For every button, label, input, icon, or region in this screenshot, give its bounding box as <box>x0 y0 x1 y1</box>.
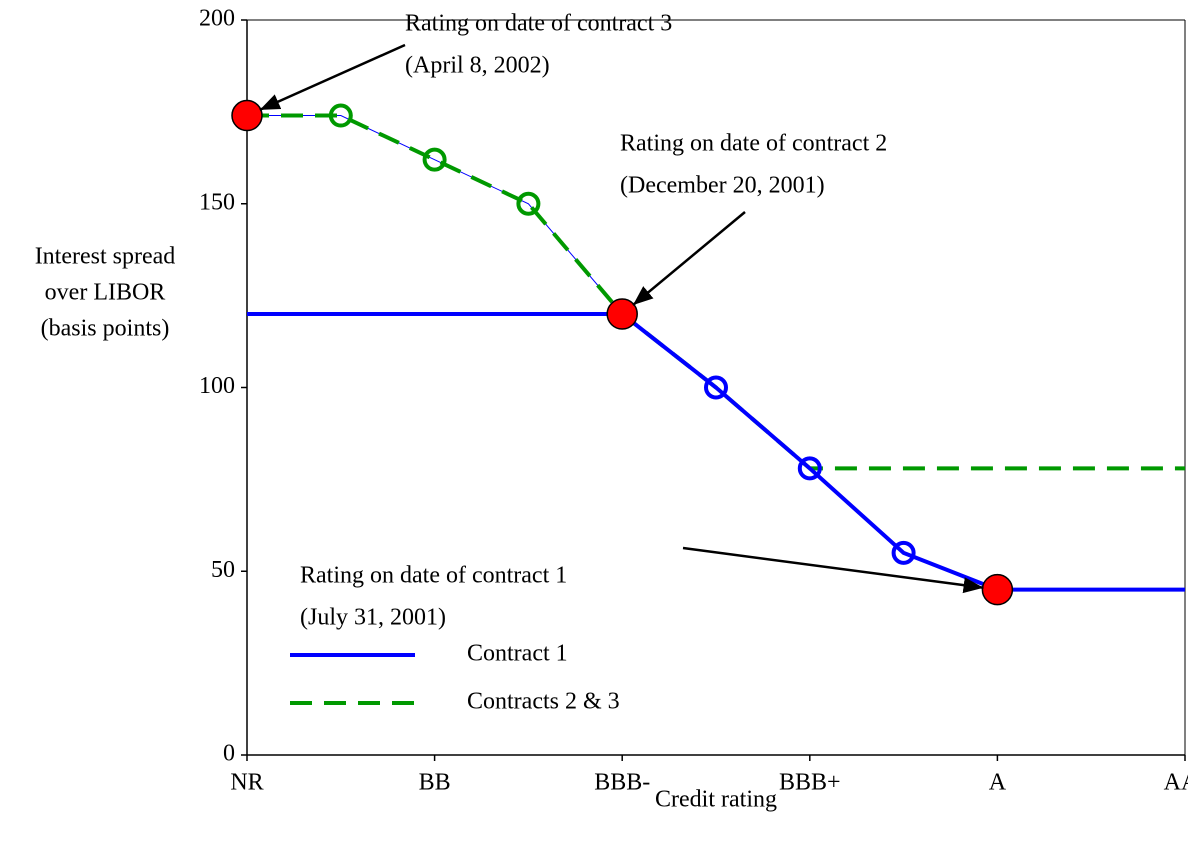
y-axis-label: over LIBOR <box>45 280 166 306</box>
x-tick-label: AA- <box>1164 770 1188 796</box>
y-tick-label: 150 <box>199 189 235 215</box>
x-tick-label: A <box>989 770 1007 796</box>
point-marker <box>704 375 728 400</box>
y-axis-label: Interest spread <box>35 244 176 270</box>
x-axis-label: Credit rating <box>655 787 777 813</box>
y-tick-label: 50 <box>211 557 235 583</box>
y-tick-label: 200 <box>199 6 235 32</box>
line-series <box>247 113 1185 471</box>
rating-point <box>231 99 263 132</box>
x-tick-label: NR <box>230 770 263 796</box>
annotation-text: Rating on date of contract 3 <box>405 11 672 37</box>
rating-point <box>981 573 1014 606</box>
y-tick-label: 0 <box>223 741 235 767</box>
annotation-text: (April 8, 2002) <box>405 53 550 79</box>
x-tick-label: BBB+ <box>779 770 841 796</box>
legend-label: Contract 1 <box>467 641 568 667</box>
y-axis-label: (basis points) <box>41 316 170 342</box>
x-tick-label: BB <box>419 770 451 796</box>
annotation-text: Rating on date of contract 2 <box>620 131 887 157</box>
x-tick-label: BBB- <box>594 770 650 796</box>
point-marker <box>328 103 353 128</box>
rating-point <box>606 298 638 330</box>
y-tick-label: 100 <box>199 373 235 399</box>
annotation-arrow <box>632 211 746 307</box>
line-series <box>247 115 623 315</box>
legend-label: Contracts 2 & 3 <box>467 689 620 715</box>
point-marker <box>516 191 541 216</box>
point-marker <box>797 456 822 481</box>
annotation-arrow <box>259 43 406 111</box>
annotation-text: (December 20, 2001) <box>620 173 825 199</box>
annotation-text: Rating on date of contract 1 <box>300 563 567 589</box>
annotation-arrow <box>682 546 984 594</box>
annotation-text: (July 31, 2001) <box>300 605 446 631</box>
point-marker <box>422 147 447 172</box>
line-series <box>247 312 1185 592</box>
point-marker <box>891 540 916 565</box>
